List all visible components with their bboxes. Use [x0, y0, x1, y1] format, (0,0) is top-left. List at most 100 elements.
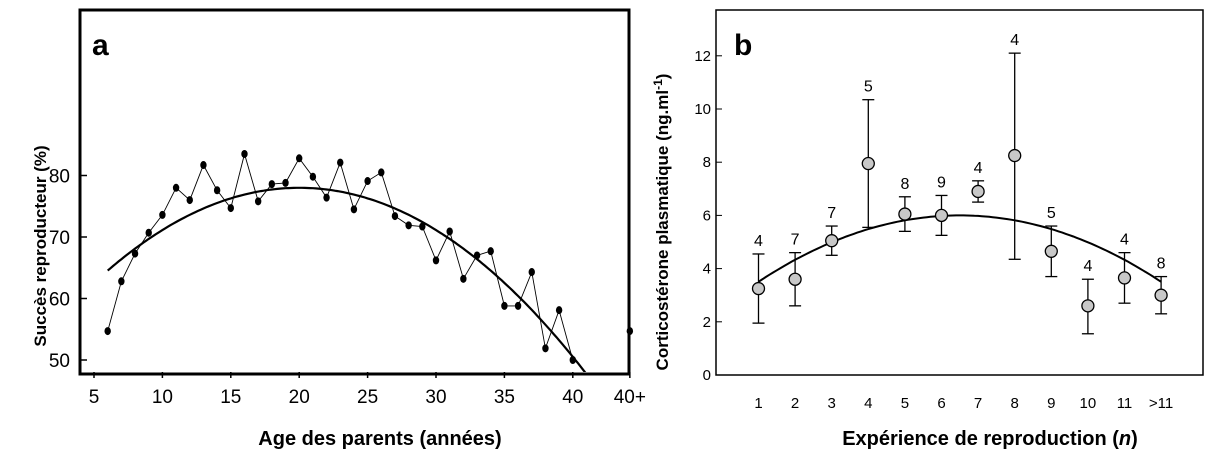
panel-a-point: [569, 356, 576, 364]
panel-a-point: [487, 247, 494, 256]
panel-b-frame: [715, 9, 1204, 376]
panel-a-point: [200, 161, 207, 170]
panel-a-point: [145, 228, 152, 237]
panel-b-xlabel-italic: n: [1118, 428, 1132, 450]
panel-b-n-label: 9: [937, 174, 946, 191]
panel-b-fit-curve: [757, 214, 1162, 283]
panel-b-ytick-label: 8: [703, 154, 711, 171]
panel-a-ytick-label: 60: [49, 290, 70, 311]
panel-a-xtick-label: 10: [152, 387, 173, 408]
panel-b-xlabel: Expérience de reproduction (n): [780, 428, 1200, 451]
panel-b-point: [825, 234, 839, 248]
panel-a: a Succès reproducteur (%) 50 60 70 80 5 10 15 2…: [31, 8, 646, 408]
panel-a-point: [350, 205, 358, 214]
panel-a-xtick-label: 30: [425, 387, 446, 408]
panel-a-point: [172, 183, 180, 192]
panel-a-point: [378, 168, 385, 177]
panel-b-xtick-label: 3: [828, 395, 836, 412]
panel-b-point: [971, 184, 985, 199]
panel-a-frame: [78, 8, 631, 376]
panel-b-ytick-label: 0: [703, 367, 711, 384]
panel-b-xtick-label: 2: [791, 395, 799, 412]
panel-b-ytick-label: 2: [703, 314, 711, 331]
panel-b-ytick-label: 12: [694, 48, 711, 65]
panel-b-n-label: 5: [864, 79, 873, 96]
panel-b-point: [1117, 271, 1132, 285]
panel-b-point: [1044, 244, 1058, 258]
panel-a-point: [186, 196, 193, 205]
panel-b-n-label: 7: [827, 205, 836, 222]
panel-b-xtick-label: 7: [974, 395, 982, 412]
panel-a-point: [514, 301, 522, 310]
panel-a-xtick-label: 25: [357, 387, 378, 408]
panel-a-point: [542, 344, 549, 353]
panel-a-point: [460, 274, 467, 283]
panel-b-n-label: 4: [754, 233, 763, 250]
panel-b-letter: b: [734, 29, 752, 62]
panel-b-ytick-label: 10: [694, 101, 711, 118]
panel-a-point: [131, 249, 139, 258]
panel-a-point: [473, 251, 481, 260]
panel-a-letter: a: [92, 29, 109, 62]
panel-a-point: [268, 180, 276, 189]
panel-b-xlabel-main: Expérience de reproduction (: [842, 428, 1119, 450]
panel-b: b Corticostérone plasmatique (ng.ml-1) 0…: [651, 9, 1204, 412]
panel-a-xtick-label: 40+: [614, 387, 646, 408]
panel-b-n-label: 4: [1120, 232, 1129, 249]
panel-b-ylabel-main: Corticostérone plasmatique (ng.ml: [653, 90, 672, 371]
panel-a-xtick-label: 20: [289, 387, 310, 408]
panel-a-ytick-label: 70: [49, 228, 70, 249]
panel-b-xtick-label: 10: [1080, 395, 1097, 412]
panel-b-point: [1008, 148, 1022, 163]
panel-a-point: [118, 277, 125, 286]
panel-a-xlabel: Age des parents (années): [258, 428, 502, 450]
panel-b-xtick-label: 4: [864, 395, 872, 412]
panel-a-point: [405, 221, 412, 230]
panel-b-n-label: 5: [1047, 205, 1056, 222]
panel-a-point: [364, 177, 371, 186]
panel-a-point: [391, 212, 399, 221]
panel-b-point: [861, 156, 875, 171]
panel-b-point: [788, 272, 802, 286]
panel-a-ytick-label: 80: [49, 167, 70, 188]
panel-b-xtick-label: 8: [1011, 395, 1019, 412]
panel-b-xtick-label: 6: [937, 395, 945, 412]
panel-a-xtick-label: 15: [220, 387, 241, 408]
panel-a-fit-curve: [106, 186, 587, 372]
panel-a-point: [501, 301, 508, 310]
panel-a-xtick-label: 40: [562, 387, 583, 408]
panel-b-ytick-label: 6: [703, 207, 711, 224]
panel-a-xtick-label: 5: [89, 387, 100, 408]
panel-a-point: [213, 186, 221, 195]
panel-a-xtick-label: 35: [494, 387, 515, 408]
panel-b-ylabel-end: ): [653, 74, 672, 80]
panel-b-n-label: 7: [791, 232, 800, 249]
panel-b-xtick-label: >11: [1149, 395, 1173, 412]
panel-a-point: [296, 154, 303, 163]
panel-b-xtick-label: 11: [1117, 395, 1133, 412]
panel-b-point: [934, 208, 949, 223]
panel-b-n-label: 4: [974, 160, 983, 177]
panel-a-point-40plus: [626, 327, 634, 336]
panel-a-ytick-label: 50: [49, 351, 70, 372]
panel-a-point: [419, 222, 426, 231]
panel-a-ylabel: Succès reproducteur (%): [31, 145, 50, 346]
panel-b-ylabel: Corticostérone plasmatique (ng.ml-1): [651, 74, 672, 371]
panel-a-point: [555, 306, 563, 315]
panel-b-point: [751, 281, 766, 296]
panel-b-point: [1154, 288, 1168, 302]
panel-a-point: [432, 256, 440, 265]
panel-b-point: [1081, 299, 1095, 313]
panel-b-n-label: 4: [1010, 32, 1019, 49]
panel-a-point: [282, 178, 289, 187]
panel-a-point: [254, 197, 262, 206]
panel-b-xtick-label: 5: [901, 395, 909, 412]
panel-a-point: [227, 204, 234, 213]
panel-a-point: [159, 210, 166, 219]
panel-a-point: [528, 268, 535, 277]
panel-b-n-label: 4: [1083, 258, 1092, 275]
panel-a-point: [241, 149, 248, 158]
